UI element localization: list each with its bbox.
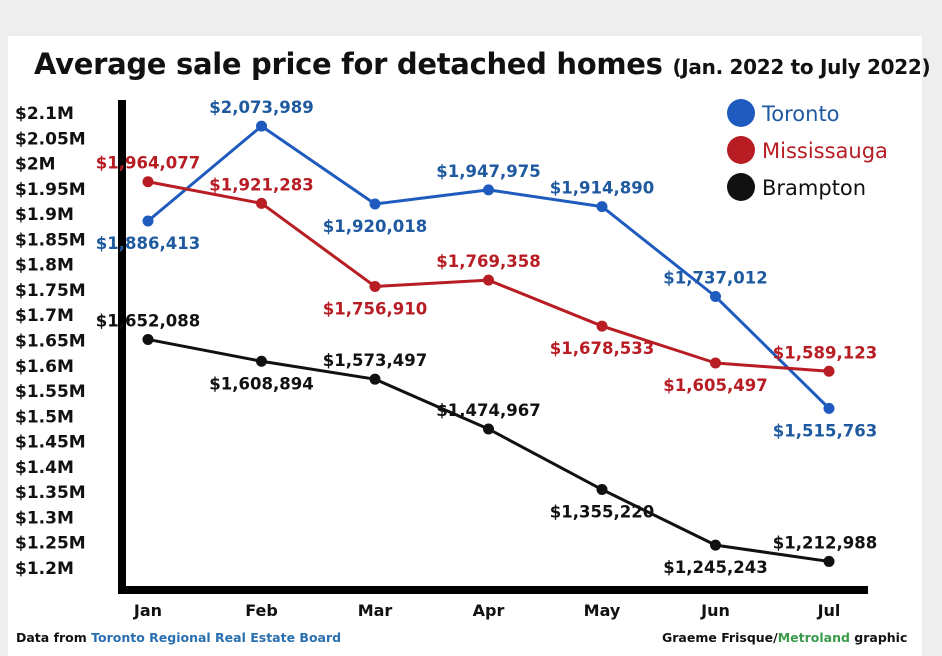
- toronto-data-label: $1,947,975: [436, 162, 540, 181]
- y-tick-label: $1.4M: [15, 458, 74, 478]
- mississauga-data-label: $1,756,910: [323, 299, 427, 318]
- toronto-data-point: [710, 291, 721, 303]
- mississauga-data-label: $1,921,283: [209, 175, 313, 194]
- brampton-data-label: $1,608,894: [209, 374, 313, 393]
- x-tick-label: Jun: [700, 601, 730, 620]
- credit-note: Graeme Frisque/Metroland graphic: [662, 630, 907, 645]
- source-prefix: Data from: [16, 630, 92, 645]
- brampton-data-label: $1,474,967: [436, 401, 540, 420]
- y-tick-label: $1.5M: [15, 407, 74, 427]
- credit-org: Metroland: [777, 630, 850, 645]
- chart-title: Average sale price for detached homes (J…: [34, 47, 931, 81]
- x-tick-label: Jan: [133, 601, 162, 620]
- mississauga-data-point: [369, 280, 381, 292]
- legend-swatch-brampton: [727, 173, 755, 201]
- legend-label-toronto: Toronto: [761, 102, 840, 126]
- toronto-data-label: $1,886,413: [96, 234, 200, 253]
- brampton-data-label: $1,245,243: [663, 558, 767, 577]
- brampton-data-label: $1,573,497: [323, 351, 427, 370]
- y-tick-label: $1.75M: [15, 281, 86, 301]
- mississauga-data-point: [823, 365, 835, 377]
- toronto-data-point: [596, 201, 608, 213]
- y-tick-label: $1.9M: [15, 205, 74, 225]
- mississauga-data-point: [142, 176, 154, 188]
- source-note: Data from Toronto Regional Real Estate B…: [16, 630, 341, 645]
- x-tick-label: Jul: [817, 601, 841, 620]
- toronto-data-point: [483, 184, 494, 196]
- brampton-data-point: [710, 539, 721, 551]
- x-tick-label: Apr: [473, 601, 505, 620]
- toronto-data-label: $1,737,012: [663, 269, 767, 288]
- brampton-data-label: $1,652,088: [96, 311, 200, 330]
- brampton-data-point: [256, 355, 267, 367]
- mississauga-data-point: [710, 357, 721, 369]
- title-main: Average sale price for detached homes: [34, 47, 663, 81]
- brampton-data-point: [823, 555, 835, 567]
- mississauga-data-label: $1,964,077: [96, 154, 200, 173]
- legend-swatch-mississauga: [727, 136, 755, 164]
- y-tick-label: $1.7M: [15, 306, 74, 326]
- y-tick-label: $1.95M: [15, 180, 86, 200]
- mississauga-data-point: [596, 320, 608, 332]
- y-tick-label: $1.3M: [15, 508, 74, 528]
- y-tick-label: $1.45M: [15, 433, 86, 453]
- brampton-data-point: [369, 373, 381, 385]
- brampton-data-point: [483, 423, 494, 435]
- legend-label-brampton: Brampton: [762, 176, 866, 200]
- mississauga-data-point: [483, 274, 494, 286]
- mississauga-data-label: $1,589,123: [773, 343, 877, 362]
- y-tick-label: $1.55M: [15, 382, 86, 402]
- y-tick-label: $2M: [15, 155, 56, 175]
- toronto-data-label: $1,515,763: [773, 421, 877, 440]
- mississauga-data-point: [256, 197, 267, 209]
- x-tick-label: May: [584, 601, 621, 620]
- brampton-data-label: $1,212,988: [773, 533, 877, 552]
- y-tick-label: $1.8M: [15, 256, 74, 276]
- toronto-data-label: $2,073,989: [209, 98, 313, 117]
- toronto-data-label: $1,920,018: [323, 217, 427, 236]
- mississauga-data-label: $1,769,358: [436, 252, 540, 271]
- y-tick-label: $1.65M: [15, 332, 86, 352]
- y-tick-label: $2.1M: [15, 104, 74, 124]
- x-tick-label: Mar: [358, 601, 393, 620]
- y-tick-label: $1.2M: [15, 559, 74, 579]
- y-tick-label: $1.6M: [15, 357, 74, 377]
- y-tick-label: $2.05M: [15, 129, 86, 149]
- legend-label-mississauga: Mississauga: [762, 139, 888, 163]
- title-subtitle: (Jan. 2022 to July 2022): [672, 55, 931, 79]
- brampton-data-point: [596, 484, 608, 496]
- brampton-data-label: $1,355,220: [550, 503, 654, 522]
- brampton-data-point: [142, 333, 154, 345]
- brampton-series-line: [147, 337, 830, 563]
- credit-author: Graeme Frisque/: [662, 630, 778, 645]
- mississauga-data-label: $1,678,533: [550, 339, 654, 358]
- x-tick-label: Feb: [245, 601, 278, 620]
- y-tick-label: $1.35M: [15, 483, 86, 503]
- toronto-data-point: [369, 198, 381, 210]
- y-tick-label: $1.25M: [15, 534, 86, 554]
- mississauga-data-label: $1,605,497: [663, 376, 767, 395]
- legend-swatch-toronto: [727, 99, 755, 127]
- toronto-data-point: [256, 120, 267, 132]
- credit-suffix: graphic: [849, 630, 908, 645]
- toronto-data-point: [823, 402, 835, 414]
- toronto-data-point: [142, 215, 154, 227]
- toronto-data-label: $1,914,890: [550, 179, 654, 198]
- y-tick-label: $1.85M: [15, 230, 86, 250]
- source-org: Toronto Regional Real Estate Board: [91, 630, 342, 645]
